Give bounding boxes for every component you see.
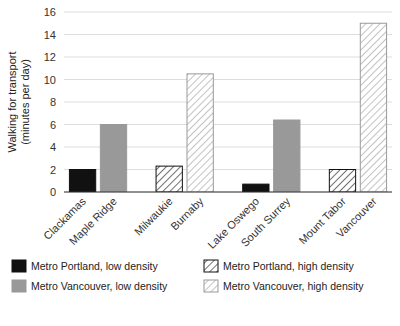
legend-label: Metro Vancouver, low density (31, 280, 168, 292)
chart: 0 2 4 6 8 10 12 14 16 Walking for transport(minut… (0, 0, 400, 326)
grid-line (64, 57, 392, 58)
y-axis-label: Walking for transport(minutes per day) (6, 51, 31, 152)
y-tick-label: 8 (50, 96, 56, 108)
legend-swatch (204, 280, 218, 292)
bar (69, 170, 95, 193)
bars (69, 23, 386, 192)
bar (360, 23, 386, 192)
legend-swatch (12, 260, 26, 272)
bar (187, 74, 213, 192)
grid (64, 12, 392, 192)
grid-line (64, 79, 392, 80)
x-tick-label: Maple Ridge (67, 195, 119, 247)
y-tick-label: 16 (44, 6, 56, 18)
x-tick-label: Vancouver (334, 195, 379, 240)
y-tick-label: 12 (44, 51, 56, 63)
legend-label: Metro Portland, high density (223, 260, 354, 272)
bar (243, 184, 269, 192)
bar (156, 166, 182, 192)
x-tick-label: South Surrey (238, 195, 292, 249)
legend: Metro Portland, low density Metro Portlan… (12, 260, 364, 292)
y-tick-label: 0 (50, 186, 56, 198)
legend-label: Metro Vancouver, high density (223, 280, 364, 292)
bar (274, 120, 300, 192)
legend-swatch (204, 260, 218, 272)
y-tick-label: 14 (44, 29, 56, 41)
x-tick-label: Milwaukie (132, 195, 175, 238)
y-tick-label: 6 (50, 119, 56, 131)
x-axis-line (64, 192, 392, 193)
grid-line (64, 192, 392, 193)
bar (100, 125, 126, 193)
bar (329, 170, 355, 193)
x-tick-label: Burnaby (168, 195, 206, 233)
grid-line (64, 34, 392, 35)
y-tick-label: 2 (50, 164, 56, 176)
legend-label: Metro Portland, low density (31, 260, 158, 272)
y-tick-label: 4 (50, 141, 56, 153)
legend-swatch (12, 280, 26, 292)
grid-line (64, 102, 392, 103)
grid-line (64, 12, 392, 13)
y-tick-label: 10 (44, 74, 56, 86)
